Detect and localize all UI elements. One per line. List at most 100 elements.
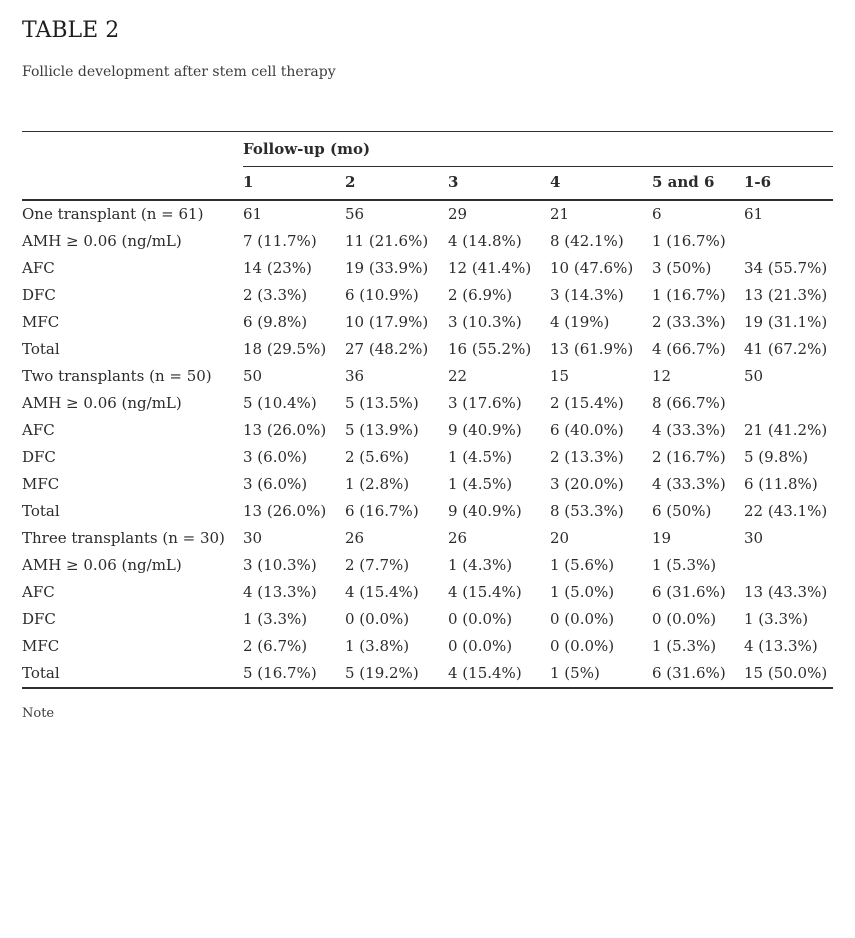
data-cell: 2 (15.4%) <box>550 394 624 412</box>
table-row: AFC 4 (13.3%) 4 (15.4%) 4 (15.4%) 1 (5.0%) 6 … <box>22 579 833 606</box>
group-header-row: Follow-up (mo) <box>22 131 834 167</box>
data-cell: 30 <box>243 529 263 547</box>
row-label: One transplant (n = 61) <box>22 205 204 223</box>
table-body: One transplant (n = 61) 61 56 29 21 6 61 AMH ≥ … <box>22 200 834 689</box>
row-label: DFC <box>22 448 56 466</box>
data-cell: 1 (5.3%) <box>652 556 717 574</box>
data-cell: 8 (66.7%) <box>652 394 726 412</box>
data-cell: 61 <box>744 205 764 223</box>
data-cell: 5 (13.5%) <box>345 394 419 412</box>
data-cell: 4 (15.4%) <box>345 583 419 601</box>
data-cell: 6 (9.8%) <box>243 313 308 331</box>
data-cell: 3 (50%) <box>652 259 712 277</box>
table-row: DFC 3 (6.0%) 2 (5.6%) 1 (4.5%) 2 (13.3%) 2 (1… <box>22 444 833 471</box>
row-label: Three transplants (n = 30) <box>22 529 225 547</box>
data-cell: 5 (19.2%) <box>345 660 448 689</box>
data-cell <box>744 552 833 579</box>
data-cell: 5 (13.9%) <box>345 421 419 439</box>
data-cell: 2 (33.3%) <box>652 313 726 331</box>
header-spacer-cell <box>22 132 243 167</box>
data-cell: 3 (10.3%) <box>448 313 522 331</box>
data-cell: 13 (61.9%) <box>550 340 634 358</box>
data-cell: 20 <box>550 529 570 547</box>
row-label: MFC <box>22 313 60 331</box>
data-cell: 34 (55.7%) <box>744 259 828 277</box>
data-cell: 1 (3.3%) <box>744 610 809 628</box>
data-cell: 5 (16.7%) <box>243 660 345 689</box>
data-cell: 30 <box>744 529 764 547</box>
data-cell: 0 (0.0%) <box>550 637 615 655</box>
column-header: 1 <box>243 166 345 201</box>
table-row: AMH ≥ 0.06 (ng/mL) 5 (10.4%) 5 (13.5%) 3 (1… <box>22 390 833 417</box>
table-caption: Follicle development after stem cell the… <box>22 64 336 80</box>
data-cell: 16 (55.2%) <box>448 340 532 358</box>
data-cell: 1 (3.3%) <box>243 610 308 628</box>
table-row: AFC 14 (23%) 19 (33.9%) 12 (41.4%) 10 (47.6%… <box>22 255 833 282</box>
header-spacer-cell <box>22 166 243 201</box>
data-cell: 50 <box>744 367 764 385</box>
data-cell: 2 (7.7%) <box>345 556 410 574</box>
data-cell: 6 (31.6%) <box>652 660 744 689</box>
group-header-cell: Follow-up (mo) <box>243 131 834 167</box>
section-header-row: One transplant (n = 61) 61 56 29 21 6 61 <box>22 200 833 228</box>
data-cell: 26 <box>345 529 365 547</box>
column-header: 2 <box>345 166 448 201</box>
data-cell: 7 (11.7%) <box>243 232 317 250</box>
row-label: AFC <box>22 259 55 277</box>
data-cell: 6 (50%) <box>652 502 712 520</box>
data-cell: 3 (10.3%) <box>243 556 317 574</box>
data-cell: 5 (9.8%) <box>744 448 809 466</box>
data-cell: 10 (17.9%) <box>345 313 429 331</box>
data-cell: 0 (0.0%) <box>448 610 513 628</box>
data-cell: 1 (4.5%) <box>448 475 513 493</box>
data-cell: 13 (21.3%) <box>744 286 828 304</box>
data-cell: 13 (26.0%) <box>243 502 327 520</box>
data-cell: 29 <box>448 205 468 223</box>
data-cell: 6 (31.6%) <box>652 583 726 601</box>
data-cell: 2 (5.6%) <box>345 448 410 466</box>
data-cell: 4 (15.4%) <box>448 660 550 689</box>
data-cell <box>744 390 833 417</box>
data-cell: 56 <box>345 205 365 223</box>
row-label: Total <box>22 340 60 358</box>
column-header: 4 <box>550 166 652 201</box>
column-header: 5 and 6 <box>652 166 744 201</box>
data-cell: 26 <box>448 529 468 547</box>
data-cell: 36 <box>345 367 365 385</box>
data-cell: 4 (15.4%) <box>448 583 522 601</box>
data-cell: 1 (16.7%) <box>652 286 726 304</box>
data-cell: 1 (16.7%) <box>652 232 726 250</box>
data-cell: 2 (6.9%) <box>448 286 513 304</box>
data-cell: 3 (14.3%) <box>550 286 624 304</box>
data-cell: 4 (33.3%) <box>652 475 726 493</box>
data-cell: 27 (48.2%) <box>345 340 429 358</box>
data-cell: 19 <box>652 529 672 547</box>
data-cell: 8 (53.3%) <box>550 502 624 520</box>
data-cell: 4 (13.3%) <box>744 637 818 655</box>
data-cell: 9 (40.9%) <box>448 421 522 439</box>
data-cell: 3 (20.0%) <box>550 475 624 493</box>
column-header: 3 <box>448 166 550 201</box>
data-cell: 2 (16.7%) <box>652 448 726 466</box>
data-cell: 2 (3.3%) <box>243 286 308 304</box>
data-cell: 0 (0.0%) <box>345 610 410 628</box>
data-cell: 6 (11.8%) <box>744 475 818 493</box>
data-cell: 2 (6.7%) <box>243 637 308 655</box>
data-cell: 3 (17.6%) <box>448 394 522 412</box>
data-cell: 4 (66.7%) <box>652 340 726 358</box>
data-cell: 15 (50.0%) <box>744 660 834 689</box>
section-header-row: Two transplants (n = 50) 50 36 22 15 12 50 <box>22 363 833 390</box>
data-cell: 4 (33.3%) <box>652 421 726 439</box>
data-cell: 1 (5.3%) <box>652 637 717 655</box>
data-cell: 1 (4.5%) <box>448 448 513 466</box>
row-label: DFC <box>22 286 56 304</box>
data-cell: 15 <box>550 367 570 385</box>
data-cell: 0 (0.0%) <box>550 610 615 628</box>
table-row: AFC 13 (26.0%) 5 (13.9%) 9 (40.9%) 6 (40.0%)… <box>22 417 833 444</box>
table-row: MFC 3 (6.0%) 1 (2.8%) 1 (4.5%) 3 (20.0%) 4 (3… <box>22 471 833 498</box>
table-row: Total 13 (26.0%) 6 (16.7%) 9 (40.9%) 8 (53.3… <box>22 498 833 525</box>
data-cell: 10 (47.6%) <box>550 259 634 277</box>
data-cell: 12 <box>652 367 672 385</box>
